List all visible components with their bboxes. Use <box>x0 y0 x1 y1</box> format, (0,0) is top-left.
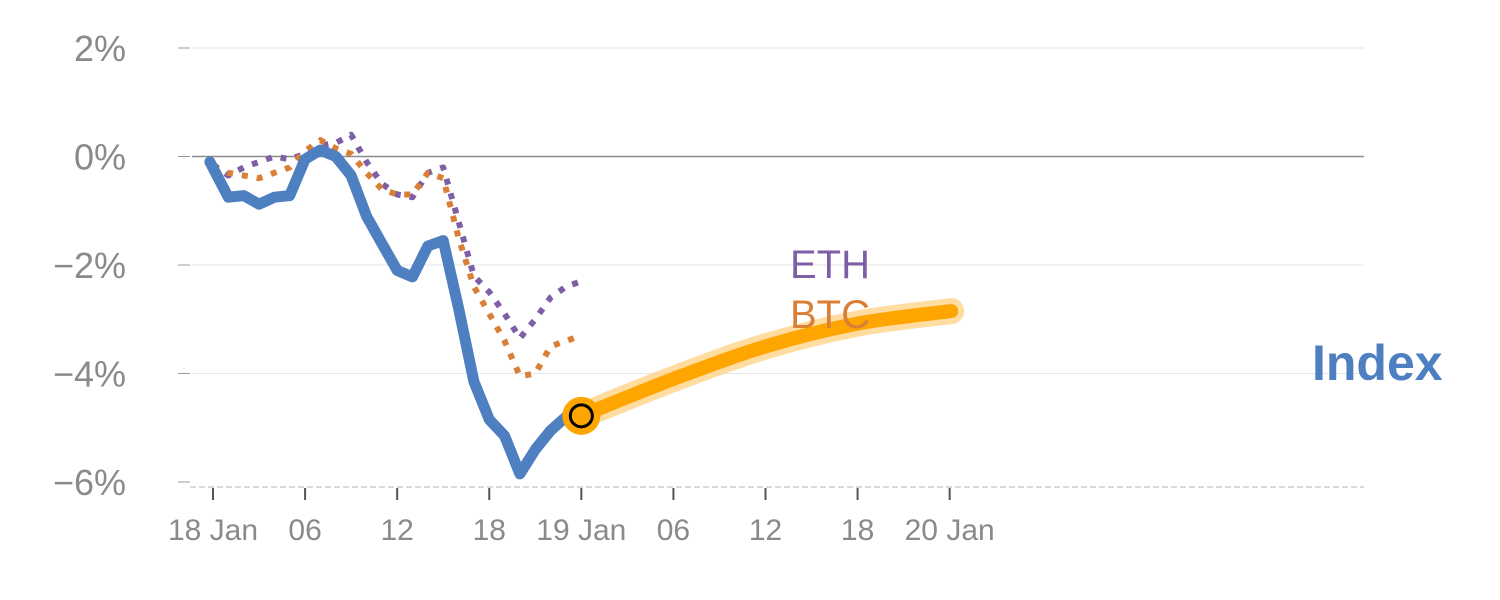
grid <box>178 47 1364 483</box>
x-tick-label: 18 <box>473 514 506 547</box>
x-tick-label: 12 <box>380 514 413 547</box>
series-labels: ETH BTC Index <box>790 243 1443 391</box>
x-tick-label: 06 <box>288 514 321 547</box>
x-tick-label: 12 <box>749 514 782 547</box>
current-point-marker <box>568 403 594 429</box>
y-tick-label: −2% <box>53 245 126 286</box>
y-tick-label: −4% <box>53 354 126 395</box>
btc-series-line <box>212 137 583 380</box>
y-tick-label: 0% <box>74 137 126 178</box>
index-series-line <box>204 144 587 480</box>
index-series-label: Index <box>1312 335 1443 391</box>
index-forecast-line <box>574 304 959 423</box>
axes: 2% 0% −2% −4% −6% 18 Jan 06 12 18 19 Jan 06 12 18 20 … <box>53 28 1364 547</box>
y-tick-label: 2% <box>74 28 126 69</box>
x-tick-label: 06 <box>657 514 690 547</box>
btc-series-label: BTC <box>790 293 870 337</box>
x-tick-label: 19 Jan <box>536 514 626 547</box>
y-tick-label: −6% <box>53 462 126 503</box>
eth-series-line <box>211 131 583 342</box>
eth-series-label: ETH <box>790 243 870 287</box>
x-tick-label: 18 Jan <box>168 514 258 547</box>
x-tick-label: 20 Jan <box>905 514 995 547</box>
series <box>204 131 965 480</box>
x-tick-label: 18 <box>841 514 874 547</box>
